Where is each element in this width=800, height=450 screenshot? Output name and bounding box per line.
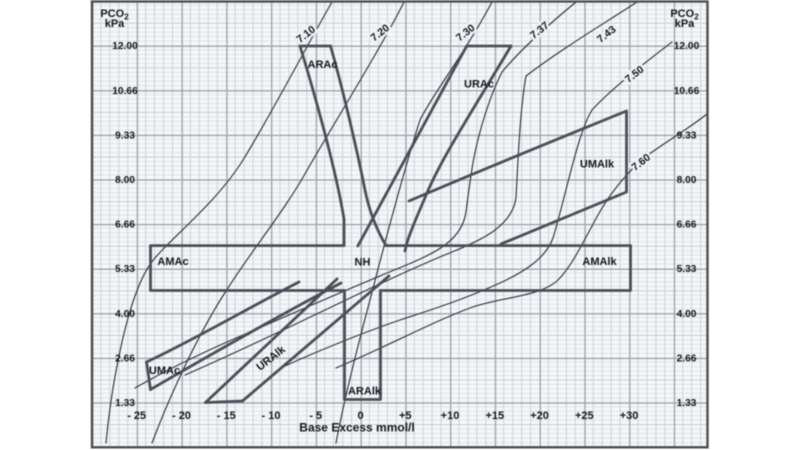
- svg-text:URAc: URAc: [464, 79, 494, 91]
- svg-text:UMAlk: UMAlk: [580, 159, 615, 171]
- svg-text:ARAc: ARAc: [308, 59, 338, 71]
- svg-text:1.33: 1.33: [115, 398, 135, 409]
- svg-text:4.00: 4.00: [115, 309, 135, 320]
- svg-text:PCO2: PCO2: [670, 8, 699, 22]
- svg-text:10.66: 10.66: [112, 86, 138, 97]
- svg-text:- 10: - 10: [261, 410, 280, 422]
- svg-text:4.00: 4.00: [677, 309, 697, 320]
- svg-text:Base Excess mmol/l: Base Excess mmol/l: [299, 421, 414, 435]
- svg-text:5.33: 5.33: [115, 264, 135, 275]
- svg-text:ARAlk: ARAlk: [348, 386, 382, 398]
- svg-text:9.33: 9.33: [677, 130, 697, 141]
- svg-text:+15: +15: [485, 410, 504, 422]
- svg-text:- 20: - 20: [172, 410, 191, 422]
- svg-text:NH: NH: [355, 257, 371, 269]
- svg-text:- 25: - 25: [127, 410, 146, 422]
- svg-text:UMAc: UMAc: [149, 365, 180, 377]
- svg-text:+10: +10: [441, 410, 460, 422]
- svg-text:9.33: 9.33: [115, 130, 135, 141]
- svg-text:PCO2: PCO2: [100, 8, 129, 22]
- svg-text:+30: +30: [620, 410, 639, 422]
- svg-text:5.33: 5.33: [677, 264, 697, 275]
- svg-text:kPa: kPa: [105, 18, 125, 30]
- svg-text:12.00: 12.00: [674, 41, 700, 52]
- svg-text:- 15: - 15: [217, 410, 236, 422]
- svg-text:+5: +5: [399, 410, 412, 422]
- svg-text:6.66: 6.66: [115, 220, 135, 231]
- svg-text:8.00: 8.00: [115, 175, 135, 186]
- svg-text:- 5: - 5: [309, 410, 322, 422]
- svg-text:AMAlk: AMAlk: [582, 256, 617, 268]
- svg-text:AMAc: AMAc: [157, 256, 188, 268]
- svg-text:1.33: 1.33: [677, 398, 697, 409]
- svg-text:kPa: kPa: [675, 18, 695, 30]
- svg-text:10.66: 10.66: [674, 86, 700, 97]
- svg-text:+20: +20: [530, 410, 549, 422]
- svg-text:+25: +25: [575, 410, 594, 422]
- svg-text:2.66: 2.66: [677, 353, 697, 364]
- svg-text:6.66: 6.66: [677, 220, 697, 231]
- svg-text:12.00: 12.00: [112, 41, 138, 52]
- svg-text:8.00: 8.00: [677, 175, 697, 186]
- svg-text:0: 0: [357, 410, 363, 422]
- svg-text:2.66: 2.66: [115, 353, 135, 364]
